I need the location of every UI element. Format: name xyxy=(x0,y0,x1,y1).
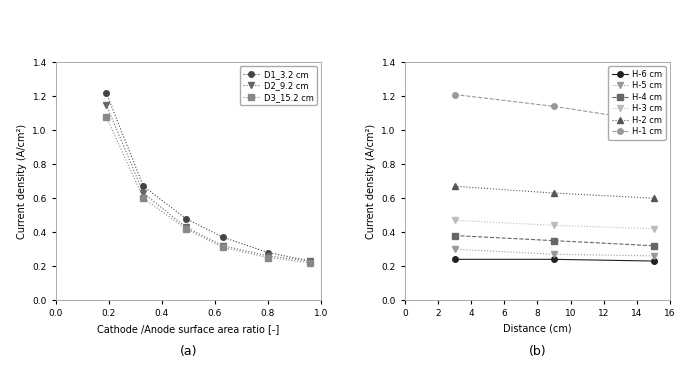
H-4 cm xyxy=(550,239,558,243)
Y-axis label: Current density (A/cm²): Current density (A/cm²) xyxy=(17,124,27,239)
D3_15.2 cm xyxy=(102,115,110,119)
X-axis label: Cathode /Anode surface area ratio [-]: Cathode /Anode surface area ratio [-] xyxy=(97,324,280,334)
Line: D3_15.2 cm: D3_15.2 cm xyxy=(103,114,313,265)
Y-axis label: Current density (A/cm²): Current density (A/cm²) xyxy=(366,124,376,239)
D3_15.2 cm xyxy=(139,196,147,200)
D1_3.2 cm xyxy=(102,91,110,95)
D2_9.2 cm xyxy=(306,259,315,263)
H-1 cm xyxy=(649,119,658,124)
D1_3.2 cm xyxy=(306,259,315,263)
Legend: H-6 cm, H-5 cm, H-4 cm, H-3 cm, H-2 cm, H-1 cm: H-6 cm, H-5 cm, H-4 cm, H-3 cm, H-2 cm, … xyxy=(608,66,666,139)
H-2 cm xyxy=(550,191,558,195)
D1_3.2 cm xyxy=(218,235,227,239)
Line: D1_3.2 cm: D1_3.2 cm xyxy=(103,90,313,264)
Line: H-2 cm: H-2 cm xyxy=(452,183,656,201)
H-5 cm xyxy=(649,254,658,258)
D2_9.2 cm xyxy=(264,254,272,258)
D1_3.2 cm xyxy=(139,184,147,188)
Line: D2_9.2 cm: D2_9.2 cm xyxy=(103,102,313,264)
H-1 cm xyxy=(550,104,558,109)
D2_9.2 cm xyxy=(102,102,110,107)
D3_15.2 cm xyxy=(181,227,190,231)
D3_15.2 cm xyxy=(306,261,315,265)
H-3 cm xyxy=(550,223,558,228)
D2_9.2 cm xyxy=(139,191,147,195)
H-6 cm xyxy=(550,257,558,262)
H-5 cm xyxy=(450,247,459,251)
Line: H-3 cm: H-3 cm xyxy=(452,217,656,232)
H-6 cm xyxy=(649,259,658,263)
D1_3.2 cm xyxy=(181,216,190,221)
Text: (a): (a) xyxy=(179,345,198,358)
Text: (b): (b) xyxy=(528,345,547,358)
D3_15.2 cm xyxy=(218,245,227,250)
H-2 cm xyxy=(450,184,459,188)
Line: H-4 cm: H-4 cm xyxy=(452,233,656,249)
H-5 cm xyxy=(550,252,558,257)
D1_3.2 cm xyxy=(264,250,272,255)
Line: H-1 cm: H-1 cm xyxy=(452,92,656,124)
Legend: D1_3.2 cm, D2_9.2 cm, D3_15.2 cm: D1_3.2 cm, D2_9.2 cm, D3_15.2 cm xyxy=(239,66,317,105)
D2_9.2 cm xyxy=(181,225,190,229)
Line: H-6 cm: H-6 cm xyxy=(452,257,656,264)
H-4 cm xyxy=(450,234,459,238)
H-6 cm xyxy=(450,257,459,262)
Line: H-5 cm: H-5 cm xyxy=(452,246,656,259)
H-3 cm xyxy=(649,227,658,231)
H-3 cm xyxy=(450,218,459,223)
D3_15.2 cm xyxy=(264,255,272,260)
X-axis label: Distance (cm): Distance (cm) xyxy=(503,324,572,334)
H-1 cm xyxy=(450,92,459,97)
H-4 cm xyxy=(649,243,658,248)
H-2 cm xyxy=(649,196,658,200)
D2_9.2 cm xyxy=(218,243,227,248)
